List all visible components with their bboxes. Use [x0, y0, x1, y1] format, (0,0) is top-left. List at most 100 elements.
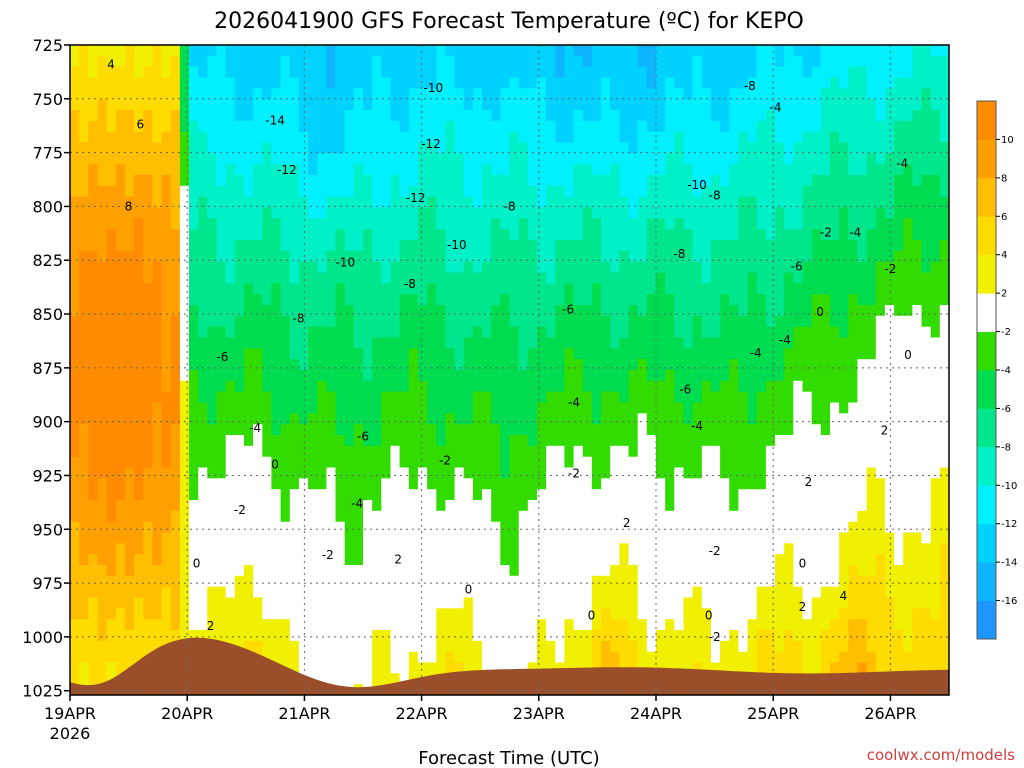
contour-label: -4 — [691, 419, 703, 433]
field-cell — [115, 164, 126, 252]
field-cell — [70, 456, 80, 523]
field-cell — [335, 196, 346, 230]
field-cell — [88, 250, 99, 501]
field-cell — [738, 88, 749, 133]
field-cell — [564, 240, 575, 284]
field-cell — [225, 283, 236, 339]
field-cell — [445, 55, 456, 122]
contour-label: 2 — [394, 552, 402, 566]
field-cell — [656, 175, 666, 219]
field-cell — [399, 45, 410, 133]
field-cell — [427, 196, 437, 284]
field-cell — [134, 218, 144, 501]
field-cell — [518, 435, 529, 512]
field-cell — [106, 521, 117, 577]
field-cell — [134, 131, 144, 176]
x-tick-label: 19APR — [44, 704, 96, 723]
field-cell — [747, 489, 758, 620]
field-cell — [546, 185, 556, 284]
field-cell — [582, 66, 593, 122]
field-cell — [161, 391, 172, 469]
field-cell — [317, 326, 327, 382]
contour-label: 0 — [271, 458, 279, 472]
field-cell — [930, 110, 941, 176]
field-cell — [143, 45, 154, 68]
field-cell — [848, 175, 859, 241]
field-cell — [747, 45, 758, 79]
colorbar-label: -6 — [1001, 404, 1011, 415]
field-cell — [848, 402, 859, 523]
field-cell — [527, 445, 538, 501]
field-cell — [527, 348, 538, 447]
field-cell — [729, 88, 740, 165]
field-cell — [518, 510, 529, 695]
field-cell — [70, 196, 80, 317]
colorbar-segment — [977, 254, 996, 294]
field-cell — [344, 565, 355, 695]
field-cell — [756, 120, 767, 230]
field-cell — [161, 467, 172, 534]
field-cell — [262, 99, 273, 144]
y-tick-label: 975 — [32, 574, 63, 593]
field-cell — [509, 77, 520, 133]
field-cell — [152, 565, 163, 620]
field-cell — [207, 586, 218, 685]
field-cell — [875, 554, 886, 674]
field-cell — [216, 45, 227, 187]
field-cell — [729, 359, 740, 512]
field-cell — [454, 153, 465, 274]
field-cell — [830, 45, 840, 79]
field-cell — [601, 175, 611, 263]
field-cell — [79, 45, 89, 144]
contour-label: -12 — [277, 163, 297, 177]
field-cell — [546, 337, 556, 393]
y-tick-label: 950 — [32, 520, 63, 539]
field-cell — [152, 45, 163, 144]
contour-label: -4 — [779, 333, 791, 347]
field-cell — [106, 229, 117, 523]
field-cell — [683, 597, 694, 685]
field-cell — [710, 391, 721, 447]
field-cell — [271, 283, 282, 436]
field-cell — [161, 45, 172, 79]
field-cell — [839, 337, 849, 414]
field-cell — [372, 207, 382, 263]
field-cell — [628, 153, 639, 219]
field-cell — [170, 55, 181, 111]
field-cell — [573, 240, 584, 306]
field-cell — [701, 380, 712, 447]
field-cell — [381, 207, 392, 284]
field-cell — [225, 164, 236, 284]
field-cell — [875, 315, 886, 479]
field-cell — [884, 261, 895, 306]
field-cell — [326, 45, 337, 89]
field-cell — [244, 240, 254, 284]
field-cell — [262, 619, 273, 664]
contour-label: -14 — [265, 113, 285, 127]
field-cell — [445, 413, 456, 501]
field-cell — [765, 586, 776, 631]
contour-label: -8 — [293, 311, 305, 325]
field-cell — [601, 478, 611, 577]
field-cell — [765, 240, 776, 328]
field-cell — [436, 608, 447, 674]
field-cell — [656, 45, 666, 133]
field-cell — [811, 597, 822, 674]
chart-title: 2026041900 GFS Forecast Temperature (ºC)… — [214, 9, 804, 34]
field-cell — [784, 45, 794, 165]
field-cell — [637, 359, 648, 414]
field-cell — [784, 543, 794, 631]
field-cell — [335, 435, 346, 523]
field-cell — [216, 326, 227, 393]
field-cell — [344, 250, 355, 306]
field-cell — [344, 305, 355, 447]
field-cell — [793, 55, 804, 144]
field-cell — [408, 185, 419, 241]
field-cell — [198, 131, 208, 198]
field-cell — [106, 45, 117, 68]
field-cell — [225, 337, 236, 382]
field-cell — [472, 391, 483, 501]
field-cell — [417, 45, 428, 89]
field-cell — [216, 586, 227, 642]
field-cell — [280, 619, 291, 685]
